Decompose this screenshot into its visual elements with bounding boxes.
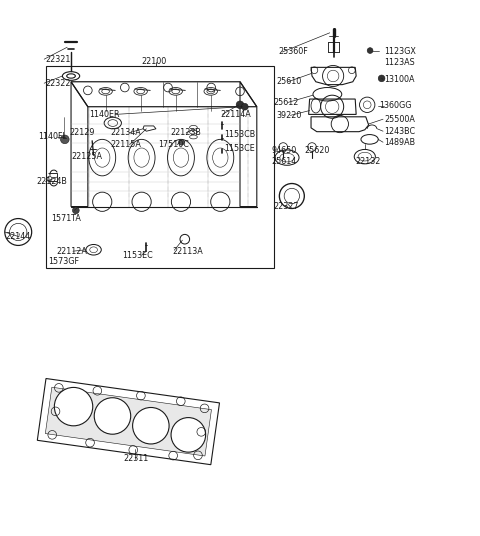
Text: 22321: 22321 bbox=[46, 55, 71, 64]
Circle shape bbox=[378, 75, 385, 82]
Circle shape bbox=[179, 139, 184, 145]
Text: 25500A: 25500A bbox=[384, 115, 415, 124]
Text: 1123AS: 1123AS bbox=[384, 58, 415, 67]
Circle shape bbox=[54, 388, 93, 426]
Text: 22124B: 22124B bbox=[36, 177, 67, 186]
Circle shape bbox=[367, 48, 373, 54]
Text: 1243BC: 1243BC bbox=[384, 126, 415, 136]
Circle shape bbox=[72, 207, 79, 214]
Text: 22113A: 22113A bbox=[173, 247, 204, 256]
Text: 1153CE: 1153CE bbox=[225, 145, 255, 153]
Text: 13100A: 13100A bbox=[384, 75, 415, 84]
Text: 94650: 94650 bbox=[271, 146, 297, 155]
Text: 25610: 25610 bbox=[276, 77, 301, 86]
Bar bbox=[46, 66, 274, 268]
Text: 1140FL: 1140FL bbox=[38, 132, 67, 142]
Text: 22123B: 22123B bbox=[170, 128, 201, 137]
Circle shape bbox=[241, 103, 248, 110]
Circle shape bbox=[132, 407, 169, 444]
Text: 25614: 25614 bbox=[271, 157, 297, 166]
Text: 25620: 25620 bbox=[305, 146, 330, 155]
Polygon shape bbox=[45, 387, 212, 456]
Text: 22144: 22144 bbox=[6, 232, 31, 241]
Text: 22134A: 22134A bbox=[110, 128, 141, 137]
Circle shape bbox=[60, 135, 69, 144]
Text: 39220: 39220 bbox=[276, 111, 301, 120]
Text: 22327: 22327 bbox=[274, 202, 299, 211]
Text: 22115A: 22115A bbox=[110, 140, 141, 149]
Text: 1571TA: 1571TA bbox=[51, 214, 81, 223]
Text: 1573GF: 1573GF bbox=[48, 257, 79, 266]
Text: 25360F: 25360F bbox=[278, 48, 308, 56]
Text: 22322: 22322 bbox=[46, 79, 71, 88]
Text: 1489AB: 1489AB bbox=[384, 138, 415, 147]
Text: 1123GX: 1123GX bbox=[384, 48, 416, 56]
Text: 22129: 22129 bbox=[70, 128, 95, 137]
Text: 22114A: 22114A bbox=[221, 110, 252, 119]
Text: 1153CB: 1153CB bbox=[225, 130, 256, 139]
Text: 22125A: 22125A bbox=[71, 152, 102, 161]
Text: 1153EC: 1153EC bbox=[122, 251, 153, 260]
Text: 1360GG: 1360GG bbox=[379, 101, 412, 110]
Circle shape bbox=[171, 418, 205, 452]
Text: 22100: 22100 bbox=[142, 57, 167, 66]
Text: 22132: 22132 bbox=[355, 157, 381, 166]
Text: 22112A: 22112A bbox=[57, 247, 87, 256]
Text: 17510C: 17510C bbox=[158, 140, 189, 149]
Text: 25612: 25612 bbox=[274, 98, 299, 107]
Circle shape bbox=[236, 101, 244, 109]
Text: 22311: 22311 bbox=[124, 454, 149, 463]
Text: 1140ER: 1140ER bbox=[89, 110, 120, 119]
Circle shape bbox=[94, 398, 131, 434]
